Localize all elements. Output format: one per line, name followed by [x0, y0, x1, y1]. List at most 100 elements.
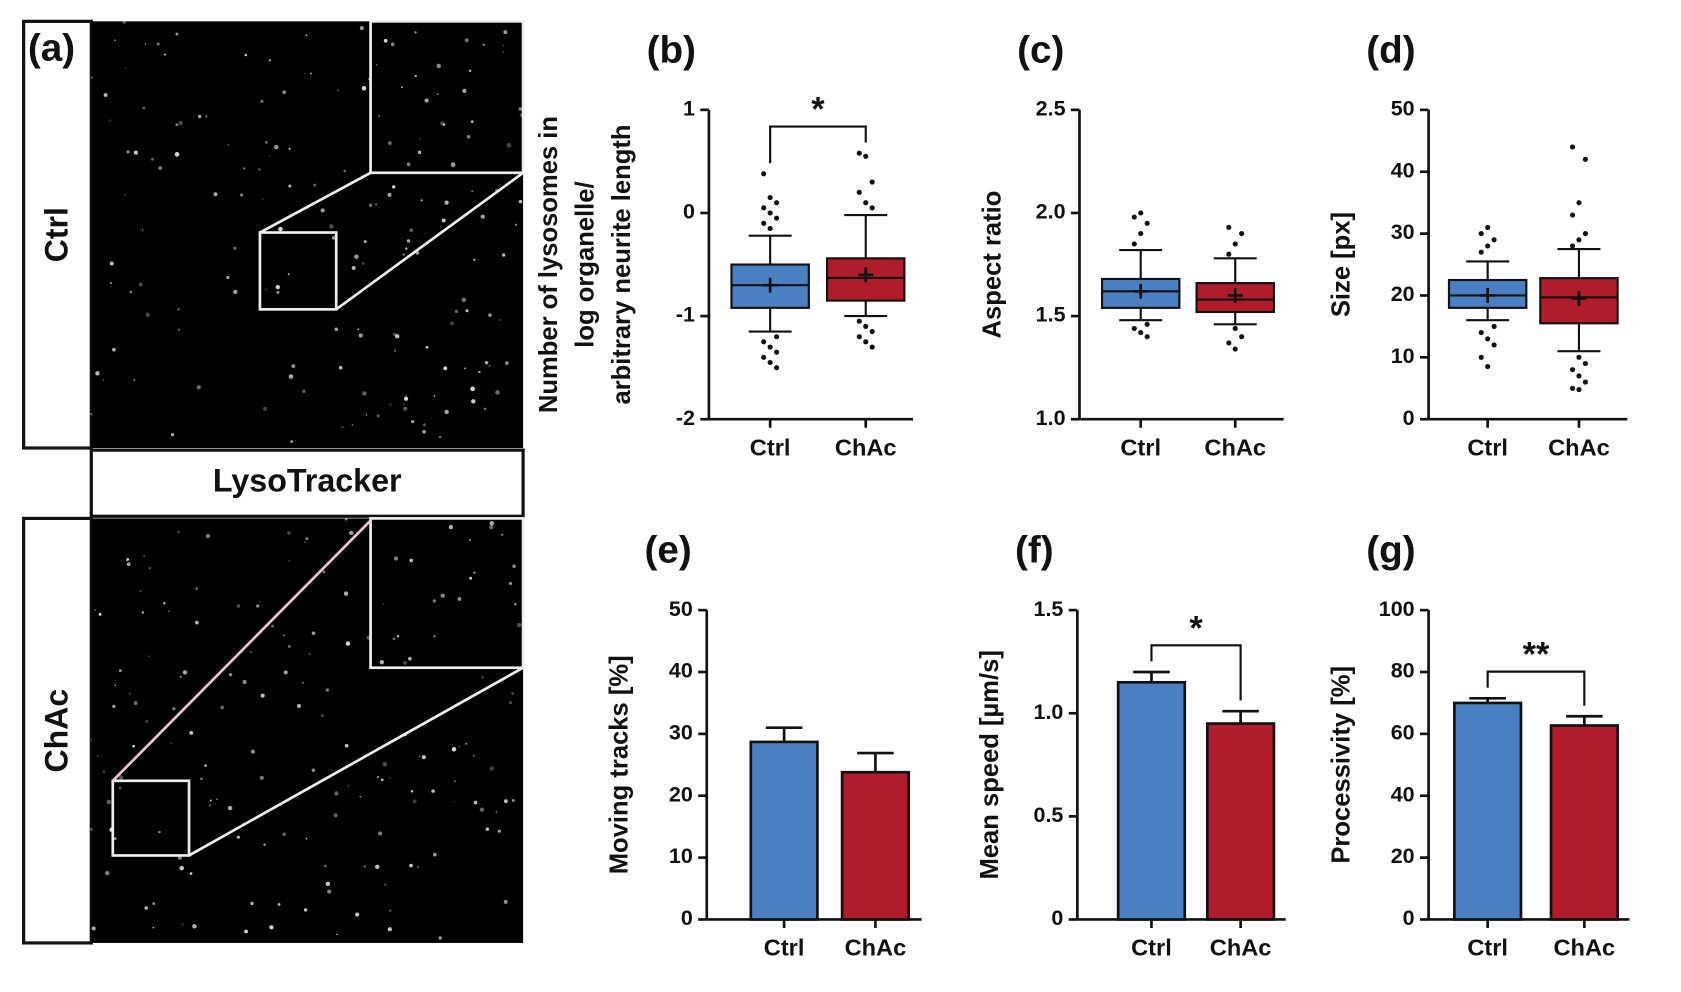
y-tick-label: -1 — [676, 303, 695, 327]
speck — [94, 609, 96, 611]
speck — [283, 634, 285, 637]
x-tick-label: Ctrl — [1467, 935, 1508, 961]
y-tick-label: 1.5 — [1034, 597, 1064, 621]
speck — [357, 328, 360, 331]
speck — [334, 327, 339, 332]
outlier — [767, 194, 773, 201]
speck — [142, 106, 146, 110]
speck — [433, 394, 436, 397]
speck — [179, 865, 184, 871]
speck — [408, 656, 412, 661]
outlier — [774, 334, 780, 340]
speck — [282, 90, 286, 94]
speck — [454, 780, 457, 783]
speck — [236, 604, 241, 608]
speck — [233, 246, 237, 250]
speck — [114, 39, 116, 42]
y-tick-label: 40 — [669, 659, 693, 683]
significance-label: * — [1189, 610, 1203, 648]
outlier — [1478, 231, 1484, 237]
speck — [177, 531, 180, 534]
speck — [347, 785, 350, 787]
speck — [376, 775, 380, 779]
speck — [96, 755, 99, 757]
mean-marker — [1571, 291, 1587, 307]
speck — [179, 675, 182, 678]
speck — [305, 537, 309, 541]
speck — [144, 906, 149, 910]
speck — [465, 742, 468, 745]
speck — [380, 778, 384, 782]
speck — [362, 391, 367, 396]
speck — [118, 786, 122, 790]
speck — [220, 705, 224, 710]
speck — [473, 800, 478, 805]
speck — [133, 150, 138, 155]
mean-marker — [1227, 288, 1243, 303]
speck — [209, 799, 212, 802]
speck — [409, 558, 414, 563]
outlier — [1138, 210, 1144, 216]
outlier — [856, 334, 862, 340]
speck — [195, 587, 198, 590]
speck — [389, 403, 392, 406]
x-tick-label: ChAc — [1548, 434, 1610, 460]
y-tick-label: 30 — [1391, 220, 1415, 244]
speck — [197, 114, 202, 119]
x-tick-label: Ctrl — [1467, 434, 1508, 460]
speck — [287, 531, 291, 535]
speck — [105, 870, 110, 876]
speck — [227, 144, 230, 146]
speck — [511, 692, 515, 695]
outlier — [1576, 354, 1582, 360]
speck — [518, 107, 522, 111]
speck — [506, 142, 512, 148]
speck — [514, 603, 517, 606]
y-axis-label: Moving tracks [%] — [606, 655, 634, 874]
speck — [451, 747, 457, 752]
outlier — [1226, 251, 1232, 257]
caption-box — [89, 448, 525, 518]
chart: (c) Aspect ratio 1.0 1.5 2.0 2.5 Ctrl ChAc — [978, 29, 1284, 460]
speck — [263, 843, 266, 846]
speck — [148, 566, 152, 570]
speck — [205, 115, 208, 118]
speck — [440, 121, 445, 126]
speck — [383, 38, 388, 43]
speck — [489, 766, 494, 771]
speck — [472, 754, 475, 757]
bar — [1549, 724, 1619, 921]
speck — [233, 289, 238, 294]
speck — [422, 429, 426, 434]
speck — [133, 701, 138, 705]
speck — [331, 770, 333, 772]
speck — [409, 228, 414, 232]
speck — [378, 831, 383, 836]
outlier — [774, 215, 780, 221]
speck — [421, 755, 426, 760]
outlier — [1491, 323, 1497, 329]
speck — [403, 403, 405, 406]
speck — [419, 138, 421, 140]
speck — [440, 593, 445, 598]
speck — [444, 409, 449, 415]
speck — [141, 229, 144, 231]
panel-label: (f) — [1015, 529, 1054, 572]
speck — [414, 74, 417, 78]
speck — [488, 364, 491, 367]
speck — [497, 829, 501, 833]
speck — [103, 93, 108, 97]
speck — [448, 524, 454, 530]
speck — [444, 200, 449, 205]
speck — [401, 86, 403, 89]
speck — [450, 321, 455, 326]
speck — [331, 235, 336, 240]
speck — [432, 599, 437, 603]
speck — [389, 910, 391, 912]
box — [825, 257, 906, 302]
inset-box — [111, 779, 191, 857]
significance-bracket — [1150, 644, 1242, 701]
speck — [437, 93, 439, 96]
speck — [387, 192, 392, 197]
